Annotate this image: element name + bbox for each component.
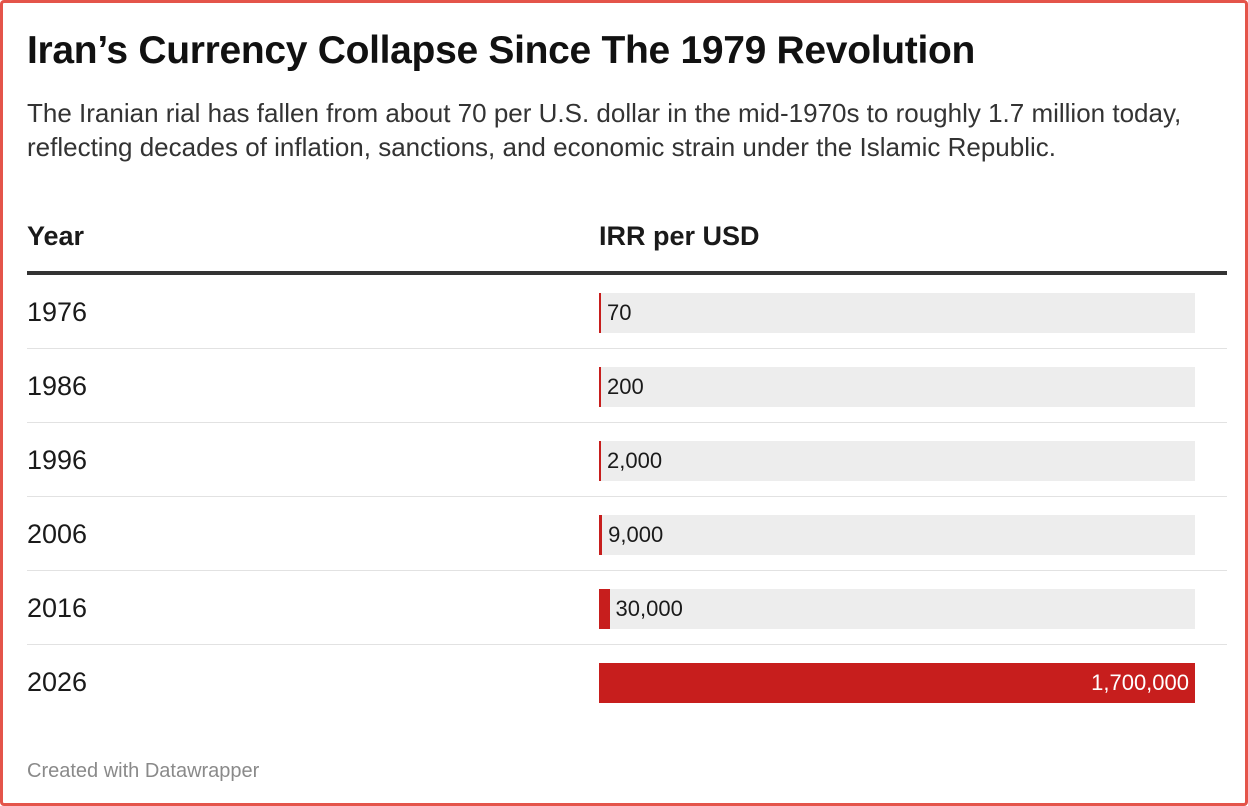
bar — [599, 293, 601, 333]
bar-track: 30,000 — [599, 589, 1195, 629]
year-label: 1986 — [27, 371, 88, 401]
bar-track: 70 — [599, 293, 1195, 333]
year-label: 2006 — [27, 519, 88, 549]
bar-track: 200 — [599, 367, 1195, 407]
table-row: 2006 9,000 — [27, 497, 1227, 571]
year-label: 1976 — [27, 297, 88, 327]
chart-subtitle: The Iranian rial has fallen from about 7… — [27, 98, 1182, 162]
year-label: 2026 — [27, 667, 88, 697]
bar — [599, 441, 601, 481]
footer-credit: Created with Datawrapper — [27, 760, 260, 782]
value-label: 200 — [607, 374, 644, 399]
bar — [599, 367, 601, 407]
value-label: 2,000 — [607, 448, 663, 473]
value-label: 1,700,000 — [1091, 670, 1189, 695]
bar-track: 1,700,000 — [599, 663, 1195, 703]
bar-track: 9,000 — [599, 515, 1195, 555]
column-header-value: IRR per USD — [599, 221, 760, 251]
bar — [599, 515, 603, 555]
table-row: 2016 30,000 — [27, 571, 1227, 645]
chart-title: Iran’s Currency Collapse Since The 1979 … — [27, 29, 976, 72]
value-label: 70 — [607, 300, 632, 325]
table-row: 2026 1,700,000 — [27, 645, 1227, 719]
table-row: 1996 2,000 — [27, 423, 1227, 497]
year-label: 1996 — [27, 445, 88, 475]
year-label: 2016 — [27, 593, 88, 623]
bar-track: 2,000 — [599, 441, 1195, 481]
bar — [599, 589, 610, 629]
value-label: 30,000 — [615, 596, 683, 621]
column-header-year: Year — [27, 221, 85, 251]
table-row: 1976 70 — [27, 275, 1227, 349]
bar-table: 1976 70 1986 200 1996 2,000 2006 9,000 2016 30,00… — [27, 275, 1227, 719]
bar — [599, 663, 1195, 703]
table-row: 1986 200 — [27, 349, 1227, 423]
header-rule — [27, 271, 1227, 275]
value-label: 9,000 — [608, 522, 664, 547]
